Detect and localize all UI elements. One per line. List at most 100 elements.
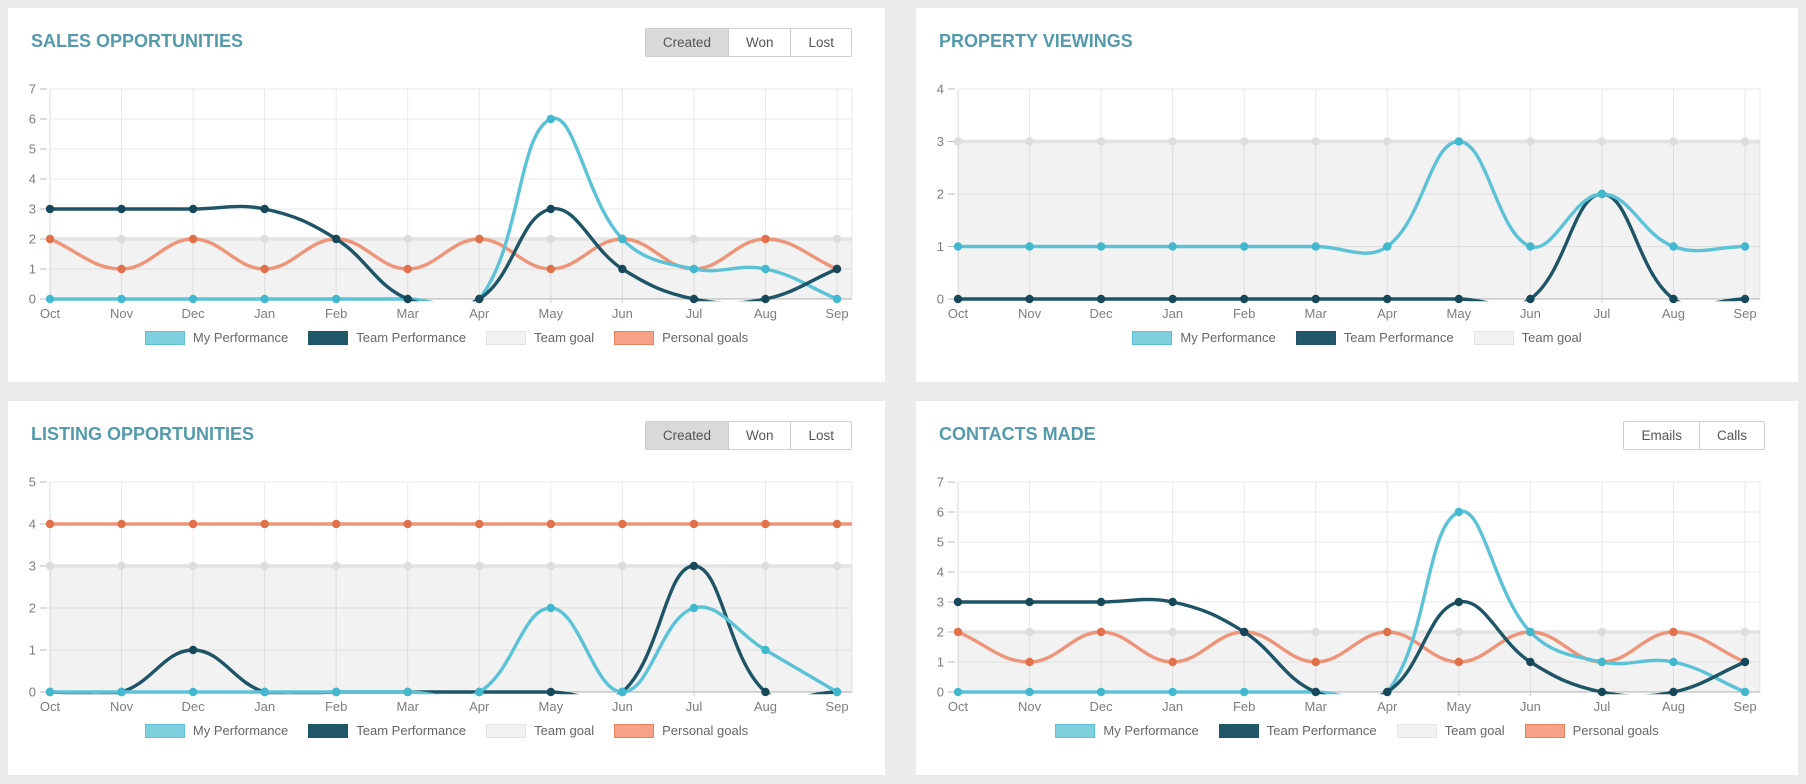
- legend-item-goal[interactable]: Team goal: [486, 330, 594, 345]
- series-my: [45, 603, 842, 697]
- x-axis: Oct Nov Dec Jan Feb Mar Apr May Jun Jul Aug Sep: [948, 299, 1757, 321]
- data-point: [618, 234, 627, 244]
- data-point: [1168, 627, 1177, 637]
- data-point: [953, 137, 963, 146]
- data-point: [1383, 137, 1392, 146]
- data-point: [1096, 294, 1106, 304]
- y-tick-label: 1: [937, 239, 944, 254]
- data-point: [331, 519, 341, 529]
- data-point: [1383, 242, 1392, 251]
- legend-label: Team Performance: [356, 723, 467, 738]
- page-title: PROPERTY VIEWINGS: [939, 31, 1133, 51]
- y-tick-label: 4: [937, 82, 944, 97]
- goal-swatch: [1396, 723, 1437, 738]
- legend-item-my[interactable]: My Performance: [1055, 723, 1199, 738]
- y-tick-label: 0: [29, 292, 36, 307]
- data-point: [832, 294, 842, 304]
- legend-item-my[interactable]: My Performance: [144, 330, 288, 345]
- x-tick-label: Oct: [948, 699, 969, 714]
- data-point: [546, 603, 556, 613]
- tab-won[interactable]: Won: [727, 29, 791, 56]
- tab-lost[interactable]: Lost: [790, 29, 851, 56]
- legend-item-goal[interactable]: Team goal: [1396, 723, 1505, 738]
- data-point: [546, 234, 556, 244]
- data-point: [188, 294, 198, 304]
- tab-won[interactable]: Won: [727, 422, 791, 449]
- chart-canvas: 0 1 2 3 4 5 6 7 Oct Nov Dec Jan Feb Mar Apr May Jun Jul Au…: [937, 475, 1761, 714]
- legend-item-my[interactable]: My Performance: [144, 723, 288, 738]
- data-point: [953, 242, 963, 251]
- legend-item-personal[interactable]: Personal goals: [614, 723, 748, 738]
- legend-item-team[interactable]: Team Performance: [1218, 723, 1377, 738]
- data-point: [1454, 294, 1464, 304]
- legend-item-team[interactable]: Team Performance: [1295, 330, 1454, 345]
- panel-header: LISTING OPPORTUNITIES Created Won Lost: [31, 421, 852, 450]
- data-point: [45, 294, 55, 304]
- legend-item-team[interactable]: Team Performance: [308, 723, 466, 738]
- team-swatch: [1295, 330, 1336, 345]
- x-tick-label: Sep: [1733, 699, 1756, 714]
- data-point: [1526, 137, 1535, 146]
- data-point: [188, 519, 198, 529]
- data-point: [117, 234, 126, 244]
- data-point: [953, 687, 963, 697]
- data-point: [546, 687, 556, 697]
- data-point: [1669, 627, 1678, 637]
- goal-swatch: [486, 330, 527, 345]
- data-point: [1454, 657, 1464, 667]
- data-point: [1168, 137, 1177, 146]
- tab-emails[interactable]: Emails: [1624, 422, 1699, 449]
- y-tick-label: 2: [937, 187, 944, 202]
- data-point: [331, 687, 341, 697]
- chart-contacts-made: 0 1 2 3 4 5 6 7 Oct Nov Dec Jan Feb Mar Apr May Jun Jul Au…: [916, 461, 1793, 721]
- y-tick-label: 3: [937, 595, 944, 610]
- panel-header: PROPERTY VIEWINGS: [939, 28, 1765, 52]
- x-tick-label: May: [1447, 699, 1472, 714]
- x-tick-label: Dec: [1090, 699, 1114, 714]
- data-point: [188, 204, 198, 214]
- x-tick-label: Jun: [612, 306, 633, 321]
- legend-label: Team Performance: [1266, 723, 1377, 738]
- x-tick-label: Apr: [469, 306, 490, 321]
- legend-label: Personal goals: [662, 723, 749, 738]
- data-point: [546, 264, 556, 274]
- tab-group-sales: Created Won Lost: [644, 28, 852, 57]
- y-tick-label: 2: [29, 232, 36, 247]
- legend-item-my[interactable]: My Performance: [1132, 330, 1276, 345]
- data-point: [117, 561, 126, 571]
- data-point: [1239, 627, 1249, 637]
- data-point: [1096, 687, 1106, 697]
- data-point: [546, 519, 556, 529]
- tab-created[interactable]: Created: [645, 29, 728, 56]
- legend-label: Personal goals: [1572, 723, 1659, 738]
- tab-lost[interactable]: Lost: [790, 422, 851, 449]
- x-tick-label: Dec: [182, 306, 206, 321]
- data-point: [1239, 687, 1249, 697]
- legend-item-goal[interactable]: Team goal: [486, 723, 594, 738]
- data-point: [761, 519, 770, 529]
- legend-item-goal[interactable]: Team goal: [1473, 330, 1582, 345]
- tab-created[interactable]: Created: [645, 422, 728, 449]
- x-tick-label: Jun: [612, 699, 633, 714]
- y-tick-label: 4: [937, 565, 944, 580]
- series-team: [953, 189, 1750, 304]
- panel-property-viewings: PROPERTY VIEWINGS 0 1 2 3 4 Oct Nov Dec Jan Feb Ma…: [916, 8, 1798, 382]
- tab-calls[interactable]: Calls: [1698, 422, 1764, 449]
- chart-legend: My Performance Team Performance Team goal: [916, 330, 1798, 345]
- data-point: [1669, 657, 1678, 667]
- legend-item-personal[interactable]: Personal goals: [614, 330, 748, 345]
- chart-canvas: 0 1 2 3 4 5 6 7 Oct Nov Dec Jan Feb Mar Apr May Jun Jul Au…: [29, 82, 853, 321]
- y-tick-label: 5: [937, 535, 944, 550]
- legend-item-team[interactable]: Team Performance: [308, 330, 466, 345]
- data-point: [1740, 242, 1750, 251]
- legend-label: My Performance: [1180, 330, 1276, 345]
- x-tick-label: Jun: [1520, 306, 1541, 321]
- data-point: [953, 597, 963, 607]
- legend-label: Team goal: [534, 723, 595, 738]
- chart-legend: My Performance Team Performance Team goal P…: [8, 723, 885, 738]
- series-personal-line: [49, 237, 838, 271]
- data-point: [117, 264, 126, 274]
- data-point: [1239, 242, 1249, 251]
- legend-item-personal[interactable]: Personal goals: [1524, 723, 1659, 738]
- data-point: [1526, 657, 1535, 667]
